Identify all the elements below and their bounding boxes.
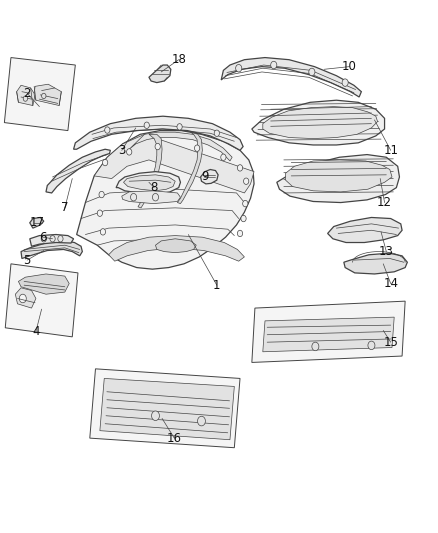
Polygon shape — [15, 288, 36, 308]
Text: 13: 13 — [379, 245, 394, 258]
Polygon shape — [263, 107, 378, 139]
Text: 2: 2 — [23, 87, 31, 100]
Polygon shape — [94, 134, 254, 193]
Circle shape — [50, 236, 55, 242]
Text: 5: 5 — [24, 254, 31, 266]
Circle shape — [42, 93, 46, 99]
Polygon shape — [100, 378, 234, 440]
Text: 9: 9 — [201, 171, 209, 183]
Polygon shape — [116, 172, 180, 195]
Polygon shape — [5, 264, 78, 337]
Circle shape — [243, 200, 248, 207]
Polygon shape — [4, 58, 75, 131]
Circle shape — [237, 230, 243, 237]
Circle shape — [19, 294, 26, 303]
Circle shape — [241, 215, 246, 222]
Polygon shape — [286, 160, 392, 192]
Text: 17: 17 — [30, 216, 45, 229]
Polygon shape — [155, 239, 196, 253]
Polygon shape — [221, 58, 361, 97]
Circle shape — [271, 61, 277, 69]
Polygon shape — [177, 132, 202, 204]
Polygon shape — [122, 191, 180, 204]
Polygon shape — [30, 217, 44, 228]
Circle shape — [41, 236, 46, 242]
Text: 15: 15 — [383, 336, 398, 349]
Text: 1: 1 — [213, 279, 221, 292]
Polygon shape — [18, 274, 69, 294]
Polygon shape — [77, 131, 254, 269]
Circle shape — [127, 149, 132, 155]
Polygon shape — [34, 84, 61, 106]
Circle shape — [368, 341, 375, 350]
Text: 6: 6 — [39, 231, 47, 244]
Polygon shape — [201, 169, 218, 184]
Circle shape — [23, 96, 28, 101]
Circle shape — [309, 68, 315, 76]
Circle shape — [244, 178, 249, 184]
Text: 8: 8 — [151, 181, 158, 194]
Text: 11: 11 — [383, 144, 398, 157]
Polygon shape — [46, 149, 110, 193]
Circle shape — [194, 145, 200, 151]
Polygon shape — [344, 253, 407, 274]
Polygon shape — [263, 317, 394, 352]
Circle shape — [58, 236, 63, 242]
Polygon shape — [17, 85, 35, 106]
Circle shape — [99, 191, 104, 198]
Circle shape — [131, 193, 137, 201]
Circle shape — [237, 165, 243, 171]
Circle shape — [102, 159, 108, 166]
Polygon shape — [21, 241, 82, 259]
Polygon shape — [109, 236, 244, 261]
Text: 14: 14 — [383, 277, 398, 290]
Polygon shape — [328, 217, 402, 243]
Circle shape — [312, 342, 319, 351]
Circle shape — [152, 193, 159, 201]
Text: 16: 16 — [167, 432, 182, 445]
Text: 3: 3 — [118, 144, 125, 157]
Circle shape — [221, 154, 226, 160]
Circle shape — [342, 79, 348, 86]
Text: 10: 10 — [342, 60, 357, 73]
Polygon shape — [74, 116, 243, 150]
Circle shape — [97, 210, 102, 216]
Polygon shape — [30, 235, 74, 246]
Circle shape — [105, 127, 110, 133]
Circle shape — [236, 64, 242, 72]
Polygon shape — [90, 369, 240, 448]
Text: 12: 12 — [377, 196, 392, 209]
Polygon shape — [252, 301, 405, 362]
Circle shape — [177, 124, 182, 130]
Text: 7: 7 — [61, 201, 69, 214]
Polygon shape — [124, 175, 175, 191]
Polygon shape — [252, 100, 385, 145]
Polygon shape — [138, 134, 162, 208]
Circle shape — [155, 143, 160, 150]
Polygon shape — [277, 155, 399, 203]
Polygon shape — [129, 132, 232, 161]
Circle shape — [198, 416, 205, 426]
Circle shape — [214, 130, 219, 136]
Text: 4: 4 — [32, 325, 40, 338]
Circle shape — [100, 229, 106, 235]
Text: 18: 18 — [171, 53, 186, 66]
Circle shape — [144, 122, 149, 128]
Polygon shape — [149, 65, 171, 83]
Circle shape — [152, 411, 159, 421]
